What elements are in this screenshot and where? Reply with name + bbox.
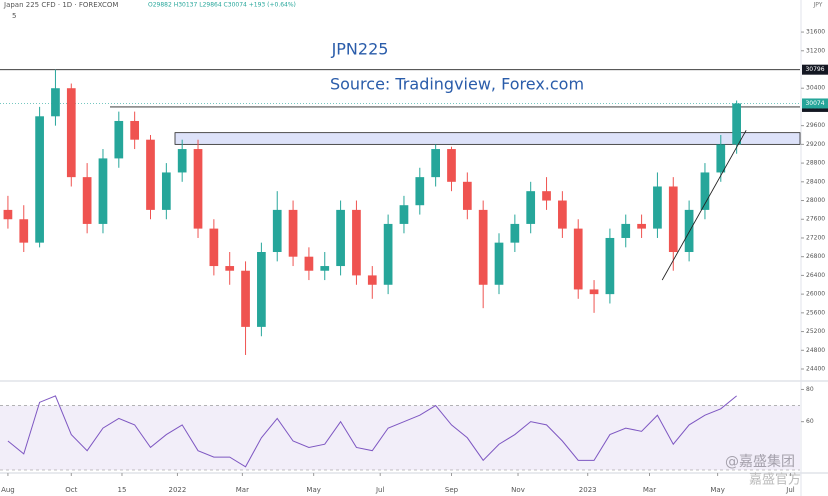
- trendline: [661, 130, 747, 281]
- y-tick-label: 31200: [806, 47, 825, 54]
- candle-body: [558, 200, 567, 229]
- last-price-tag: [802, 98, 828, 109]
- candle-body: [653, 186, 662, 229]
- y-tick-label: 28800: [806, 160, 825, 167]
- candle-body: [66, 88, 76, 178]
- symbol-label: Japan 225 CFD · 1D · FOREXCOM: [3, 1, 118, 9]
- candle-body: [542, 191, 551, 201]
- x-tick-label: Sep: [445, 486, 459, 494]
- candle-body: [526, 191, 536, 224]
- y-tick-label: 27200: [806, 234, 825, 241]
- y-tick-label: 26000: [806, 291, 825, 298]
- candle-body: [35, 116, 44, 243]
- candle-body: [98, 158, 108, 224]
- x-tick-label: Aug: [1, 486, 15, 494]
- rsi-band: [0, 405, 800, 470]
- candle-body: [114, 120, 124, 159]
- x-tick-label: 15: [118, 486, 127, 494]
- candle-body: [399, 205, 409, 224]
- last-price-label: 30074: [805, 100, 824, 107]
- candle-body: [478, 209, 488, 285]
- candle-body: [209, 228, 219, 267]
- candle-body: [272, 209, 282, 253]
- y-tick-label: 29200: [806, 141, 825, 148]
- ohlc-label: O29882 H30137 L29864 C30074 +193 (+0.64%…: [148, 2, 296, 9]
- y-tick-label: 27600: [806, 216, 825, 223]
- y-tick-label: 30400: [806, 85, 825, 92]
- candle-body: [225, 266, 235, 271]
- level-label: 30796: [805, 66, 824, 73]
- y-tick-label: 24800: [806, 347, 825, 354]
- candle-body: [177, 149, 187, 173]
- currency-label: JPY: [813, 2, 823, 9]
- candle-body: [732, 103, 741, 145]
- candle-body: [510, 223, 520, 243]
- y-tick-label: 25600: [806, 309, 825, 316]
- candle-body: [3, 209, 13, 220]
- candle-body: [447, 149, 456, 182]
- y-tick-label: 28400: [806, 178, 825, 185]
- watermark: 嘉盛官方: [749, 472, 801, 488]
- x-tick-label: Nov: [511, 486, 525, 494]
- x-tick-label: Mar: [236, 486, 249, 494]
- candle-body: [161, 172, 171, 210]
- x-tick-label: Oct: [65, 486, 77, 494]
- candle-body: [668, 186, 678, 253]
- candle-body: [352, 209, 361, 276]
- x-tick-label: Jul: [375, 486, 385, 494]
- chart-subtitle: Source: Tradingview, Forex.com: [330, 75, 584, 94]
- x-tick-label: Mar: [643, 486, 656, 494]
- candle-body: [589, 289, 599, 295]
- candle-body: [637, 223, 646, 229]
- chart-title: JPN225: [331, 40, 389, 59]
- candle-body: [82, 177, 92, 224]
- candle-body: [51, 88, 60, 117]
- x-tick-label: May: [306, 486, 320, 494]
- y-tick-label: 28000: [806, 197, 825, 204]
- candle-body: [494, 242, 504, 285]
- candle-body: [193, 149, 203, 229]
- candle-body: [257, 252, 266, 327]
- candle-body: [415, 177, 425, 206]
- candle-body: [19, 219, 29, 243]
- candle-body: [367, 275, 377, 285]
- candle-body: [431, 149, 440, 178]
- x-tick-label: 2023: [579, 486, 597, 494]
- candle-body: [304, 256, 314, 271]
- y-tick-label: 26400: [806, 272, 825, 279]
- candle-body: [320, 266, 330, 271]
- y-tick-label: 29600: [806, 122, 825, 129]
- y-tick-label: 25200: [806, 328, 825, 335]
- candle-body: [684, 209, 694, 253]
- rsi-tick-label: 80: [806, 386, 814, 393]
- candle-body: [130, 120, 140, 140]
- candle-body: [573, 228, 583, 290]
- candle-body: [605, 237, 615, 295]
- zone: [174, 132, 801, 145]
- level-tag: [802, 64, 828, 75]
- candle-body: [716, 144, 726, 173]
- x-tick-label: Jul: [785, 486, 795, 494]
- candle-body: [621, 223, 631, 238]
- candle-body: [462, 181, 472, 210]
- candle-body: [146, 139, 155, 210]
- candle-body: [700, 172, 710, 210]
- watermark: @嘉盛集团: [725, 453, 795, 470]
- candle-body: [336, 209, 345, 267]
- candle-body: [288, 209, 298, 257]
- x-tick-label: May: [710, 486, 724, 494]
- candle-body: [383, 223, 393, 285]
- candle-body: [241, 270, 250, 327]
- interval-count: 5: [12, 12, 16, 20]
- rsi-line: [7, 395, 737, 468]
- y-tick-label: 31600: [806, 29, 825, 36]
- y-tick-label: 24400: [806, 366, 825, 373]
- rsi-tick-label: 60: [806, 418, 814, 425]
- x-tick-label: 2022: [169, 486, 187, 494]
- y-tick-label: 26800: [806, 253, 825, 260]
